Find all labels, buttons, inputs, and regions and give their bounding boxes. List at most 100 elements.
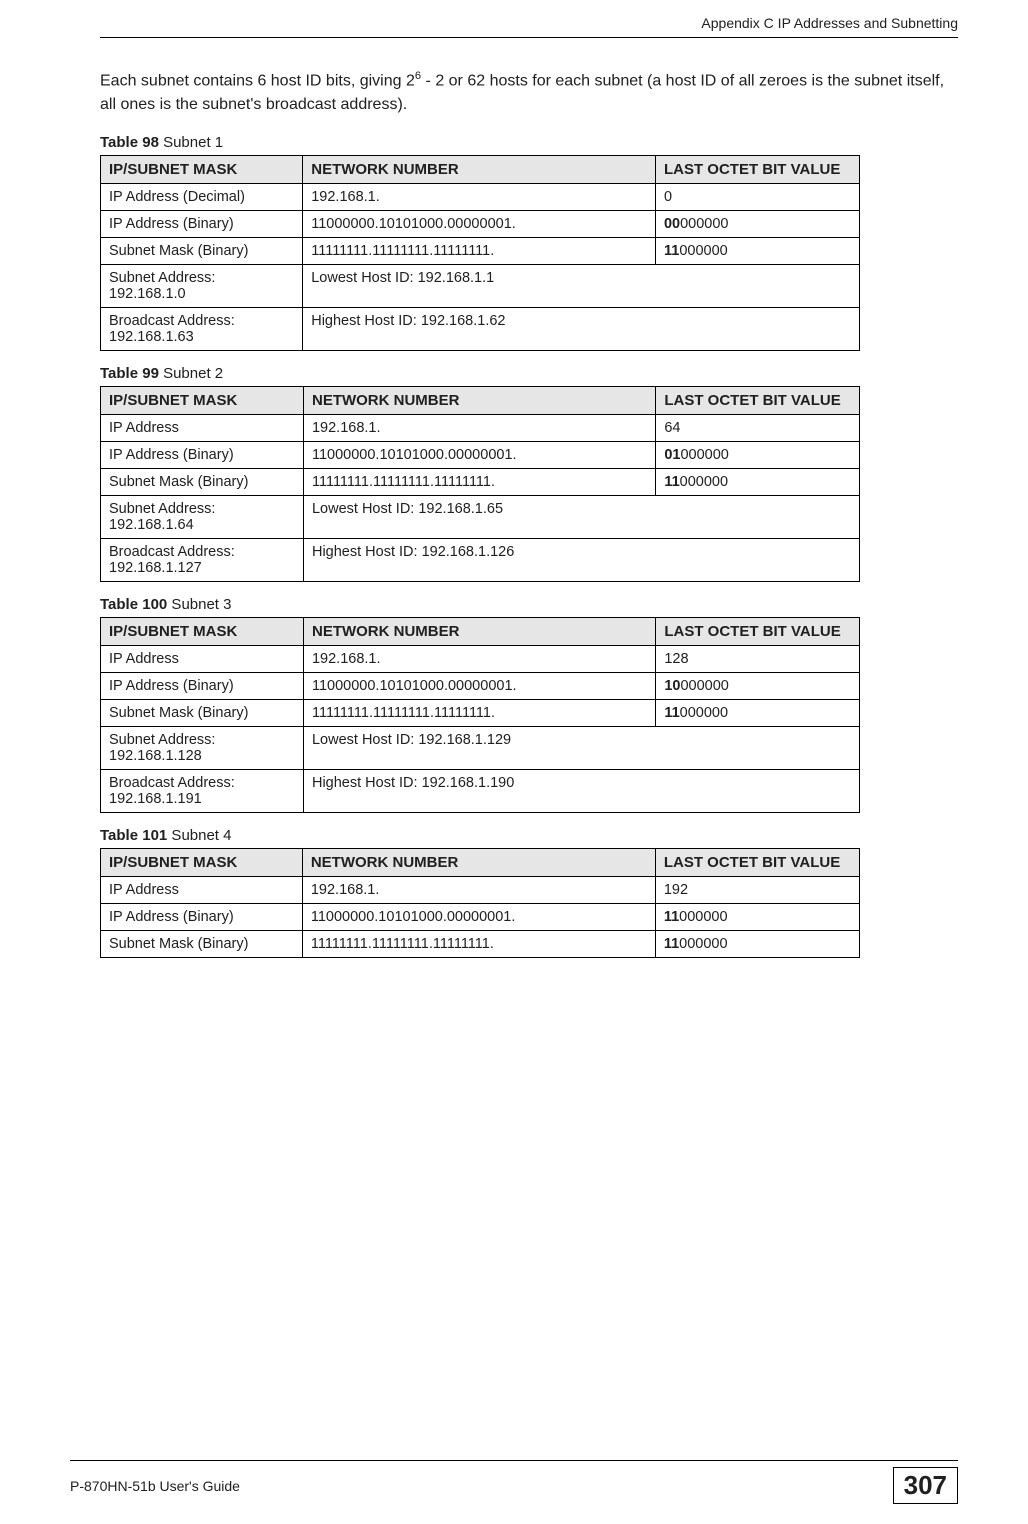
table-row: IP Address (Binary)11000000.10101000.000… [101,903,860,930]
table-header-cell: LAST OCTET BIT VALUE [656,386,860,414]
table-caption: Table 98 Subnet 1 [100,134,958,151]
bold-bits: 11 [664,909,679,925]
table-cell: 11000000 [656,699,860,726]
table-cell: IP Address (Decimal) [101,183,303,210]
table-row: IP Address (Binary)11000000.10101000.000… [101,672,860,699]
table-cell: 192.168.1. [303,645,655,672]
header-rule [100,37,958,38]
table-row: IP Address (Binary)11000000.10101000.000… [101,441,860,468]
table-row: Subnet Mask (Binary)11111111.11111111.11… [101,237,860,264]
rest-bits: 000000 [680,678,728,694]
table-cell: IP Address (Binary) [101,210,303,237]
table-cell: 64 [656,414,860,441]
table-header-row: IP/SUBNET MASKNETWORK NUMBERLAST OCTET B… [101,848,860,876]
subnet-table: IP/SUBNET MASKNETWORK NUMBERLAST OCTET B… [100,155,860,351]
table-number: Table 101 [100,827,167,844]
intro-text-a: Each subnet contains 6 host ID bits, giv… [100,72,415,89]
table-cell: 11000000.10101000.00000001. [303,441,655,468]
table-cell: Subnet Address: 192.168.1.128 [101,726,304,769]
table-cell: Highest Host ID: 192.168.1.190 [303,769,859,812]
table-cell: IP Address [101,414,304,441]
table-row: IP Address192.168.1. 128 [101,645,860,672]
table-cell: 11111111.11111111.11111111. [303,237,656,264]
rest-bits: 0 [664,189,672,205]
table-row: Subnet Address: 192.168.1.128Lowest Host… [101,726,860,769]
table-header-row: IP/SUBNET MASKNETWORK NUMBERLAST OCTET B… [101,155,860,183]
tables-host: Table 98 Subnet 1IP/SUBNET MASKNETWORK N… [100,134,958,958]
table-cell: Broadcast Address: 192.168.1.127 [101,538,304,581]
table-row: Broadcast Address: 192.168.1.127Highest … [101,538,860,581]
table-number: Table 100 [100,596,167,613]
table-cell: IP Address [101,645,304,672]
table-cell: 11111111.11111111.11111111. [303,468,655,495]
table-row: Subnet Address: 192.168.1.0Lowest Host I… [101,264,860,307]
bold-bits: 10 [664,678,680,694]
table-cell: Lowest Host ID: 192.168.1.129 [303,726,859,769]
table-cell: Lowest Host ID: 192.168.1.65 [303,495,859,538]
rest-bits: 000000 [680,216,728,232]
rest-bits: 000000 [680,705,728,721]
table-header-cell: LAST OCTET BIT VALUE [655,155,859,183]
bold-bits: 11 [664,243,679,259]
table-cell: Subnet Mask (Binary) [101,468,304,495]
rest-bits: 192 [664,882,688,898]
table-header-cell: NETWORK NUMBER [302,848,655,876]
table-row: Subnet Mask (Binary)11111111.11111111.11… [101,699,860,726]
table-cell: 11000000 [655,930,859,957]
table-cell: 192 [655,876,859,903]
rest-bits: 000000 [680,447,728,463]
table-cell: 00000000 [655,210,859,237]
table-cell: IP Address (Binary) [101,903,303,930]
table-header-cell: IP/SUBNET MASK [101,386,304,414]
table-header-cell: LAST OCTET BIT VALUE [655,848,859,876]
table-cell: Highest Host ID: 192.168.1.62 [303,307,860,350]
table-row: IP Address192.168.1.192 [101,876,860,903]
table-cell: 10000000 [656,672,860,699]
table-row: Subnet Mask (Binary)11111111.11111111.11… [101,468,860,495]
bold-bits: 11 [664,474,679,490]
table-cell: Broadcast Address: 192.168.1.63 [101,307,303,350]
table-title: Subnet 1 [159,134,223,151]
table-number: Table 98 [100,134,159,151]
table-cell: Subnet Address: 192.168.1.64 [101,495,304,538]
table-title: Subnet 2 [159,365,223,382]
table-header-row: IP/SUBNET MASKNETWORK NUMBERLAST OCTET B… [101,386,860,414]
table-cell: 11000000 [656,468,860,495]
table-title: Subnet 3 [167,596,231,613]
table-cell: IP Address (Binary) [101,441,304,468]
rest-bits: 000000 [679,909,727,925]
intro-paragraph: Each subnet contains 6 host ID bits, giv… [100,68,958,116]
bold-bits: 00 [664,216,680,232]
table-cell: 11000000.10101000.00000001. [303,210,656,237]
rest-bits: 000000 [679,936,727,952]
table-cell: IP Address (Binary) [101,672,304,699]
table-header-cell: LAST OCTET BIT VALUE [656,617,860,645]
rest-bits: 128 [664,651,688,667]
table-cell: 01000000 [656,441,860,468]
table-cell: 11000000.10101000.00000001. [303,672,655,699]
table-cell: Lowest Host ID: 192.168.1.1 [303,264,860,307]
table-row: Broadcast Address: 192.168.1.191Highest … [101,769,860,812]
bold-bits: 11 [664,705,679,721]
footer-guide-name: P-870HN-51b User's Guide [70,1478,240,1494]
header-title: Appendix C IP Addresses and Subnetting [100,15,958,37]
table-cell: 0 [655,183,859,210]
footer-row: P-870HN-51b User's Guide 307 [70,1467,958,1504]
table-cell: 192.168.1. [303,414,655,441]
table-row: IP Address (Binary)11000000.10101000.000… [101,210,860,237]
table-row: Subnet Address: 192.168.1.64Lowest Host … [101,495,860,538]
table-cell: 11111111.11111111.11111111. [303,699,655,726]
table-cell: Subnet Mask (Binary) [101,930,303,957]
rest-bits: 000000 [680,474,728,490]
table-row: Broadcast Address: 192.168.1.63Highest H… [101,307,860,350]
subnet-table: IP/SUBNET MASKNETWORK NUMBERLAST OCTET B… [100,386,860,582]
bold-bits: 01 [664,447,680,463]
table-cell: Broadcast Address: 192.168.1.191 [101,769,304,812]
page-container: Appendix C IP Addresses and Subnetting E… [0,0,1028,958]
table-row: IP Address192.168.1.64 [101,414,860,441]
table-header-cell: IP/SUBNET MASK [101,155,303,183]
table-cell: 11111111.11111111.11111111. [302,930,655,957]
table-cell: 11000000 [655,237,859,264]
table-header-cell: IP/SUBNET MASK [101,617,304,645]
table-cell: Subnet Mask (Binary) [101,237,303,264]
